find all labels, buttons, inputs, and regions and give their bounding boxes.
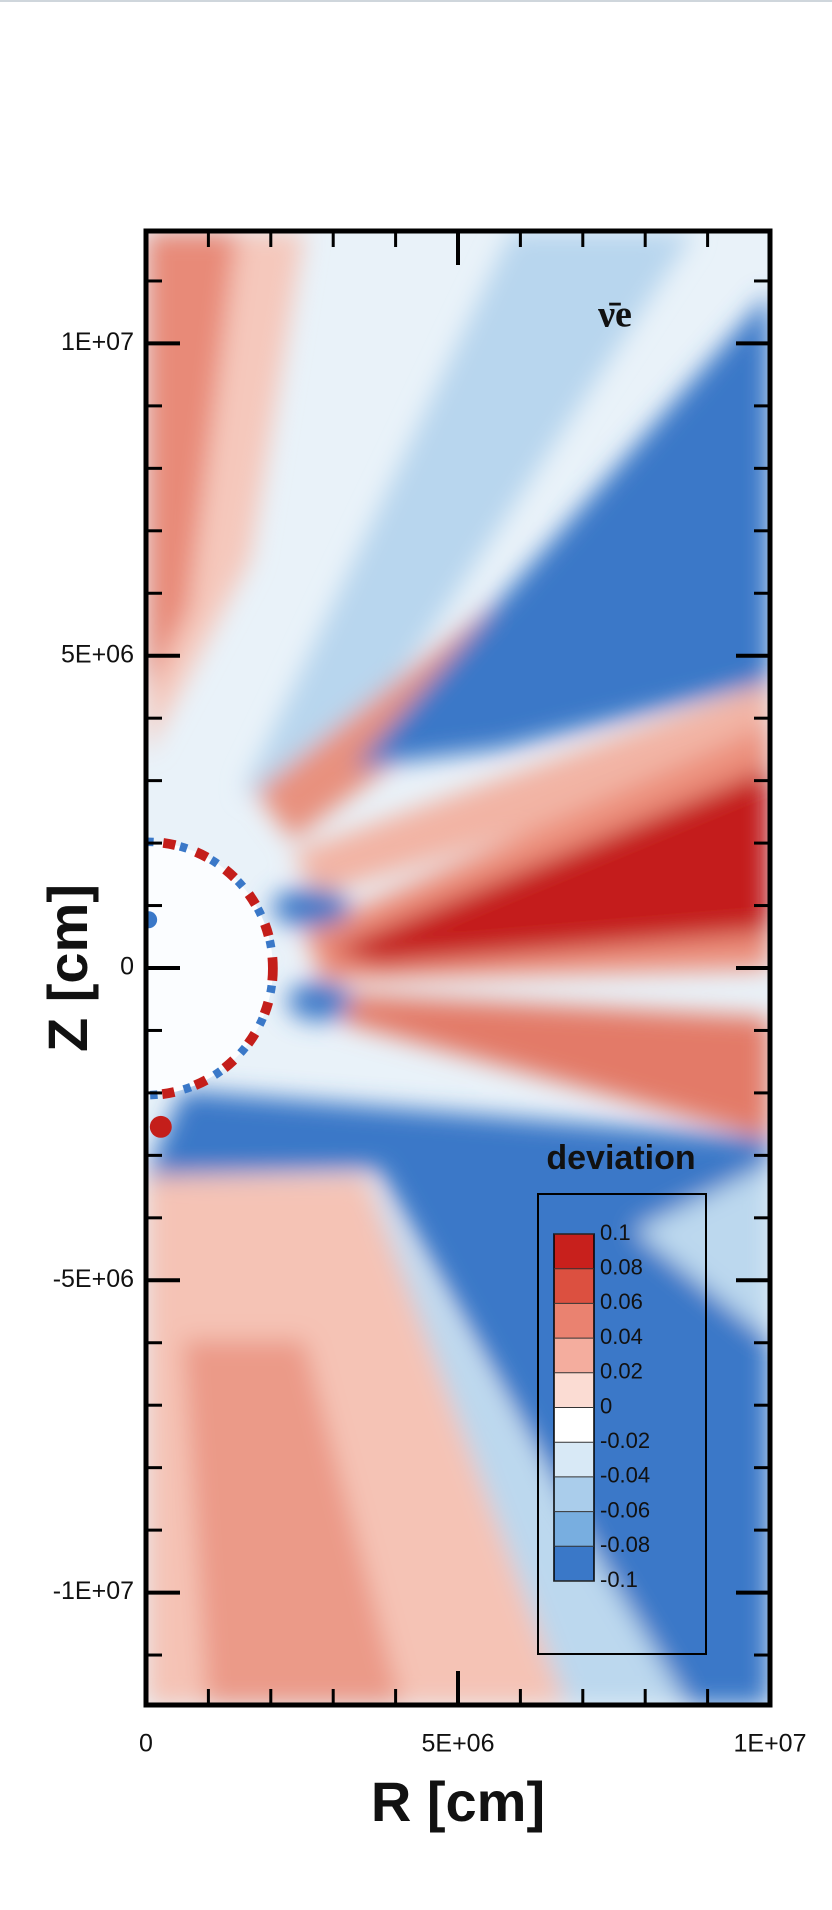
legend-box xyxy=(537,1193,707,1655)
colorbar-band xyxy=(554,1476,594,1512)
colorbar-tick-label: 0.02 xyxy=(600,1359,643,1384)
colorbar-tick-label: -0.08 xyxy=(600,1532,650,1557)
colorbar-band xyxy=(554,1407,594,1443)
colorbar-band xyxy=(554,1546,594,1581)
field xyxy=(146,231,770,1705)
colorbar-band xyxy=(554,1338,594,1373)
y-tick-label: -1E+07 xyxy=(53,1577,134,1605)
y-axis-label: Z [cm] xyxy=(36,884,99,1052)
colorbar-band xyxy=(554,1442,594,1477)
colorbar-tick-label: 0.1 xyxy=(600,1220,631,1245)
y-tick-label: 0 xyxy=(120,953,134,981)
colorbar-band xyxy=(554,1303,594,1339)
y-tick-label: -5E+06 xyxy=(53,1265,134,1293)
y-tick-label: 1E+07 xyxy=(61,328,134,356)
x-axis-label: R [cm] xyxy=(371,1770,545,1833)
x-tick-label: 5E+06 xyxy=(422,1730,495,1758)
colorbar-band xyxy=(554,1234,594,1269)
colorbar-tick-label: 0.06 xyxy=(600,1289,643,1314)
colorbar-tick-label: 0 xyxy=(600,1393,612,1418)
colorbar-tick-label: -0.1 xyxy=(600,1567,638,1592)
x-tick-label: 0 xyxy=(139,1730,153,1758)
y-tick-label: 5E+06 xyxy=(61,640,134,668)
x-tick-label: 1E+07 xyxy=(734,1730,807,1758)
colorbar-band xyxy=(554,1511,594,1547)
colorbar-tick-label: 0.04 xyxy=(600,1324,643,1349)
colorbar-band xyxy=(554,1372,594,1408)
annotation: ν̄e xyxy=(597,294,632,336)
colorbar-title: deviation xyxy=(546,1139,695,1177)
colorbar-tick-label: -0.04 xyxy=(600,1463,650,1488)
colorbar-tick-label: -0.06 xyxy=(600,1497,650,1522)
colorbar-band xyxy=(554,1268,594,1304)
colorbar-tick-label: -0.02 xyxy=(600,1428,650,1453)
colorbar-tick-label: 0.08 xyxy=(600,1255,643,1280)
